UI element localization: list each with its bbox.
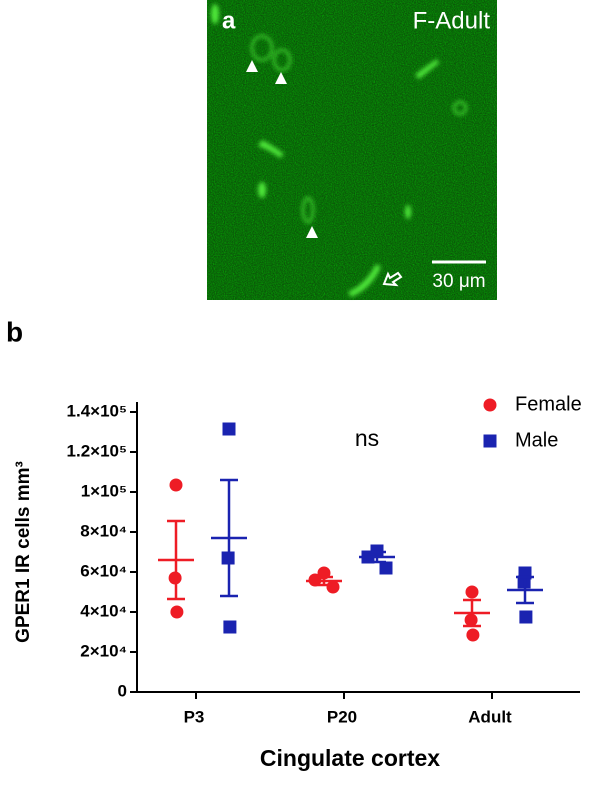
image-title: F-Adult: [413, 7, 491, 34]
panel-label: b: [6, 316, 23, 347]
y-tick-label: 6×10⁴: [80, 561, 127, 580]
y-tick-label: 1.4×10⁵: [67, 401, 127, 420]
scale-bar-label: 30 μm: [432, 271, 485, 292]
data-point: [223, 620, 237, 634]
annotation: ns: [355, 425, 379, 451]
data-point: [465, 585, 479, 599]
micrograph: a F-Adult 30 μm: [207, 0, 497, 300]
panel-label: a: [222, 7, 236, 34]
data-point: [222, 422, 236, 436]
y-tick-label: 1.2×10⁵: [67, 441, 127, 460]
x-tick-label: P20: [327, 707, 357, 726]
data-point: [326, 580, 340, 594]
data-point: [483, 434, 497, 448]
legend-label: Female: [515, 393, 582, 415]
data-point: [519, 610, 533, 624]
y-tick-label: 4×10⁴: [80, 601, 127, 620]
data-point: [170, 605, 184, 619]
y-tick-label: 0: [118, 681, 127, 700]
y-tick-label: 1×10⁵: [81, 481, 127, 500]
data-point: [169, 478, 183, 492]
data-point: [379, 561, 393, 575]
x-axis-label: Cingulate cortex: [260, 745, 440, 771]
data-point: [483, 398, 497, 412]
legend-label: Male: [515, 429, 558, 451]
y-axis-label: GPER1 IR cells mm³: [13, 461, 34, 643]
data-point: [466, 628, 480, 642]
y-tick-label: 2×10⁴: [80, 641, 127, 660]
x-tick-label: Adult: [468, 707, 512, 726]
x-tick-label: P3: [184, 707, 205, 726]
y-tick-label: 8×10⁴: [80, 521, 127, 540]
